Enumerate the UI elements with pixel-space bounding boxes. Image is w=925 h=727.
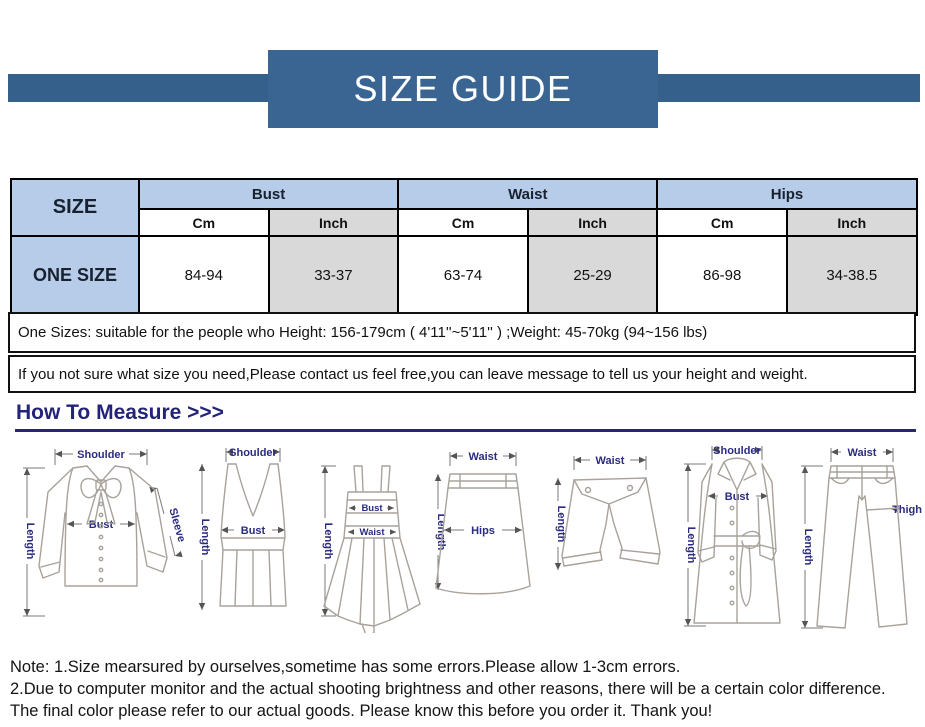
dress-dimensions: Length Bust Waist xyxy=(321,465,396,617)
blouse-shoulder-label: Shoulder xyxy=(77,449,125,461)
cell-hips-cm: 86-98 xyxy=(656,235,788,316)
table-unit-hips-cm: Cm xyxy=(656,208,788,237)
blouse-outline xyxy=(38,465,168,587)
vest-dimensions: Shoulder Length Bust xyxy=(198,447,285,610)
contact-note-box: If you not sure what size you need,Pleas… xyxy=(8,355,916,393)
measurement-figures: Shoulder Length Bust Sleeve xyxy=(0,438,925,648)
vest-shoulder-label: Shoulder xyxy=(229,447,277,459)
dress-length-label: Length xyxy=(322,523,334,560)
dress-bust-label: Bust xyxy=(361,503,383,514)
footer-note-3: The final color please refer to our actu… xyxy=(10,702,713,720)
vest-length-label: Length xyxy=(199,519,211,556)
page-title: SIZE GUIDE xyxy=(353,68,573,109)
table-unit-bust-cm: Cm xyxy=(138,208,270,237)
coat-outline xyxy=(693,457,781,624)
figure-pants: Waist Length Thigh xyxy=(801,447,922,629)
shorts-waist-label: Waist xyxy=(596,455,625,467)
table-row-one-size: ONE SIZE xyxy=(10,235,140,316)
cell-hips-inch: 34-38.5 xyxy=(785,235,918,316)
figure-shorts: Waist Length xyxy=(554,455,661,570)
table-unit-waist-inch: Inch xyxy=(526,208,659,237)
figure-skirt: Waist Length Hips xyxy=(434,451,531,595)
figure-coat: Shoulder Length Bust xyxy=(684,445,781,627)
one-size-note-box: One Sizes: suitable for the people who H… xyxy=(8,312,916,353)
one-size-note-text: One Sizes: suitable for the people who H… xyxy=(18,324,708,341)
blouse-length-label: Length xyxy=(24,523,36,560)
footer-note-2: 2.Due to computer monitor and the actual… xyxy=(10,680,886,698)
skirt-dimensions: Waist Length Hips xyxy=(434,451,522,590)
pants-outline xyxy=(816,465,908,629)
cell-bust-cm: 84-94 xyxy=(138,235,270,316)
table-group-waist: Waist xyxy=(397,178,659,210)
skirt-outline xyxy=(435,473,531,595)
dress-waist-label: Waist xyxy=(360,527,386,538)
cell-waist-cm: 63-74 xyxy=(397,235,529,316)
cell-waist-inch: 25-29 xyxy=(526,235,659,316)
table-unit-waist-cm: Cm xyxy=(397,208,529,237)
footer-notes: Note: 1.Size mearsured by ourselves,some… xyxy=(10,656,920,722)
table-corner-size: SIZE xyxy=(10,178,140,237)
table-unit-hips-inch: Inch xyxy=(785,208,918,237)
how-to-measure-heading: How To Measure >>> xyxy=(16,401,224,424)
shorts-dimensions: Waist Length xyxy=(554,455,647,570)
pants-length-label: Length xyxy=(802,529,814,566)
vest-bust-label: Bust xyxy=(241,525,266,537)
coat-shoulder-label: Shoulder xyxy=(713,445,761,457)
heading-underline xyxy=(15,429,916,432)
figure-vest: Shoulder Length Bust xyxy=(198,447,287,610)
cell-bust-inch: 33-37 xyxy=(267,235,400,316)
coat-dimensions: Shoulder Length Bust xyxy=(684,445,768,627)
size-guide-banner: SIZE GUIDE xyxy=(268,50,658,128)
blouse-sleeve-label: Sleeve xyxy=(166,507,187,544)
footer-note-1: Note: 1.Size mearsured by ourselves,some… xyxy=(10,658,681,676)
vest-outline xyxy=(219,463,287,607)
table-unit-bust-inch: Inch xyxy=(267,208,400,237)
shorts-length-label: Length xyxy=(555,506,567,543)
pants-dimensions: Waist Length Thigh xyxy=(801,447,922,629)
contact-note-text: If you not sure what size you need,Pleas… xyxy=(18,365,808,383)
size-table-wrap: SIZE Bust Waist Hips Cm Inch Cm Inch Cm … xyxy=(10,178,918,316)
table-group-bust: Bust xyxy=(137,178,400,210)
size-table: SIZE Bust Waist Hips Cm Inch Cm Inch Cm … xyxy=(10,178,918,316)
figure-blouse: Shoulder Length Bust Sleeve xyxy=(23,449,187,617)
dress-outline xyxy=(323,465,421,633)
figure-dress: Length Bust Waist xyxy=(321,465,421,633)
pants-waist-label: Waist xyxy=(848,447,877,459)
pants-thigh-label: Thigh xyxy=(892,504,922,516)
skirt-hips-label: Hips xyxy=(471,525,495,537)
table-group-hips: Hips xyxy=(656,178,918,210)
skirt-waist-label: Waist xyxy=(469,451,498,463)
coat-length-label: Length xyxy=(685,527,697,564)
shorts-outline xyxy=(561,477,661,567)
